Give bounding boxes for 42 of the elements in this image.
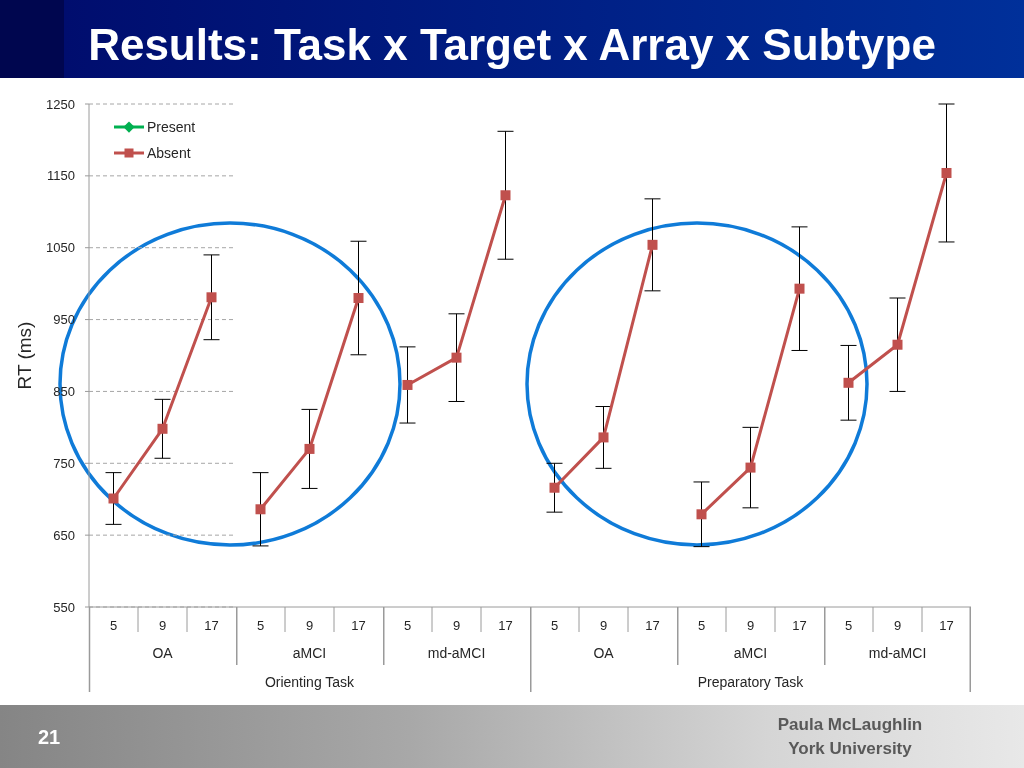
x-tick-label: 17 [792, 618, 807, 633]
x-tick-label: 5 [844, 618, 853, 633]
point [206, 292, 217, 303]
y-tick-label: 550 [53, 599, 75, 615]
legend-label: Absent [147, 145, 191, 161]
x-tick-label: 9 [305, 618, 314, 633]
x-tick-label: 17 [498, 618, 513, 633]
x-axis-title: md-aMCI [427, 645, 486, 661]
x-tick-label: 17 [645, 618, 660, 633]
x-tick-label: 9 [452, 618, 461, 633]
text: Orienting Task [263, 673, 356, 691]
point [108, 493, 119, 504]
text: 21 [38, 725, 61, 749]
text: Results: Task x Target x Array x Subtype [87, 19, 937, 71]
x-tick-label: 17 [939, 618, 954, 633]
x-tick-label: 5 [550, 618, 559, 633]
x-tick-label: 5 [256, 618, 265, 633]
legend-label: Present [147, 119, 196, 135]
y-tick-label: 1250 [46, 96, 75, 112]
x-tick-label: 9 [893, 618, 902, 633]
text: Paula McLaughlin [776, 714, 924, 736]
x-tick-label: 9 [746, 618, 755, 633]
x-tick-label: 17 [204, 618, 219, 633]
x-axis-title: md-aMCI [868, 645, 927, 661]
text: Preparatory Task [696, 673, 805, 691]
x-tick-label: 5 [403, 618, 412, 633]
point [157, 423, 168, 434]
x-tick-label: 9 [599, 618, 608, 633]
text: York University [787, 738, 913, 760]
y-tick-label: 650 [53, 527, 75, 543]
x-tick-label: 9 [158, 618, 167, 633]
y-tick-label: 1050 [46, 240, 75, 256]
x-tick-label: 5 [697, 618, 706, 633]
x-axis-title: OA [593, 645, 615, 661]
y-tick-label: 750 [53, 455, 75, 471]
x-tick-label: 5 [109, 618, 118, 633]
x-axis-title: aMCI [733, 645, 768, 661]
y-axis-title: RT (ms) [13, 321, 35, 390]
x-axis-title: aMCI [292, 645, 327, 661]
x-tick-label: 17 [351, 618, 366, 633]
x-axis-title: OA [152, 645, 174, 661]
y-tick-label: 1150 [47, 168, 75, 184]
